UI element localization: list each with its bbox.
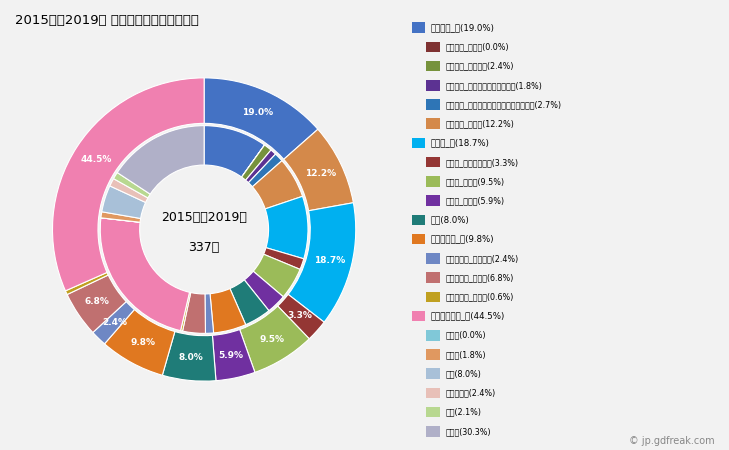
Text: 悪性腫瘍_気管がん・気管支がん・肺がん(2.7%): 悪性腫瘍_気管がん・気管支がん・肺がん(2.7%): [445, 100, 561, 109]
Wedge shape: [110, 179, 148, 202]
Wedge shape: [102, 186, 146, 219]
Wedge shape: [101, 212, 141, 222]
Wedge shape: [284, 129, 354, 211]
Wedge shape: [101, 218, 190, 331]
Text: 肝疾患(0.0%): 肝疾患(0.0%): [445, 331, 486, 340]
Wedge shape: [182, 292, 206, 333]
Wedge shape: [67, 275, 126, 333]
Text: 不慮の事故(2.4%): 不慮の事故(2.4%): [445, 388, 496, 397]
Text: 腎不全(1.8%): 腎不全(1.8%): [445, 350, 486, 359]
Text: 6.8%: 6.8%: [85, 297, 110, 306]
Text: 悪性腫瘍_計(19.0%): 悪性腫瘍_計(19.0%): [431, 23, 495, 32]
Wedge shape: [212, 329, 255, 381]
Text: 心疾患_その他(5.9%): 心疾患_その他(5.9%): [445, 196, 504, 205]
Wedge shape: [240, 306, 309, 372]
Text: 2015年～2019年 横瀬町の女性の死因構成: 2015年～2019年 横瀬町の女性の死因構成: [15, 14, 198, 27]
Wedge shape: [246, 150, 276, 183]
Text: © jp.gdfreak.com: © jp.gdfreak.com: [629, 436, 714, 446]
Wedge shape: [241, 145, 271, 180]
Wedge shape: [101, 218, 140, 222]
Text: 9.8%: 9.8%: [130, 338, 155, 347]
Wedge shape: [181, 292, 191, 331]
Wedge shape: [252, 161, 303, 209]
Text: 19.0%: 19.0%: [241, 108, 273, 117]
Wedge shape: [241, 145, 265, 177]
Text: 3.3%: 3.3%: [288, 311, 313, 320]
Text: 44.5%: 44.5%: [80, 155, 112, 164]
Wedge shape: [265, 196, 308, 259]
Text: 12.2%: 12.2%: [305, 169, 336, 178]
Wedge shape: [249, 154, 282, 187]
Wedge shape: [244, 271, 284, 310]
Text: 5.9%: 5.9%: [219, 351, 243, 360]
Text: 悪性腫瘍_大腸がん(2.4%): 悪性腫瘍_大腸がん(2.4%): [445, 62, 514, 71]
Wedge shape: [264, 248, 304, 270]
Wedge shape: [288, 202, 356, 322]
Wedge shape: [117, 126, 204, 194]
Wedge shape: [278, 294, 324, 339]
Text: 脳血管疾患_その他(0.6%): 脳血管疾患_その他(0.6%): [445, 292, 514, 302]
Wedge shape: [114, 172, 150, 198]
Wedge shape: [204, 78, 318, 159]
Text: 脳血管疾患_脳内出血(2.4%): 脳血管疾患_脳内出血(2.4%): [445, 254, 518, 263]
Text: 自殺(2.1%): 自殺(2.1%): [445, 408, 481, 417]
Text: 老衰(8.0%): 老衰(8.0%): [445, 369, 481, 378]
Wedge shape: [205, 294, 214, 333]
Text: 8.0%: 8.0%: [179, 353, 203, 362]
Text: 悪性腫瘍_胃がん(0.0%): 悪性腫瘍_胃がん(0.0%): [445, 42, 509, 51]
Wedge shape: [253, 254, 300, 297]
Text: 337人: 337人: [189, 241, 219, 254]
Wedge shape: [52, 78, 204, 291]
Text: 心疾患_計(18.7%): 心疾患_計(18.7%): [431, 139, 490, 148]
Wedge shape: [104, 310, 175, 375]
Wedge shape: [230, 280, 269, 325]
Text: 悪性腫瘍_肝がん・肝内胆管がん(1.8%): 悪性腫瘍_肝がん・肝内胆管がん(1.8%): [445, 81, 542, 90]
Text: 脳血管疾患_計(9.8%): 脳血管疾患_計(9.8%): [431, 234, 494, 243]
Wedge shape: [163, 332, 216, 381]
Text: 悪性腫瘍_その他(12.2%): 悪性腫瘍_その他(12.2%): [445, 119, 514, 128]
Wedge shape: [210, 288, 246, 333]
Text: その他(30.3%): その他(30.3%): [445, 427, 491, 436]
Wedge shape: [93, 302, 134, 344]
Text: 脳血管疾患_脳梗塞(6.8%): 脳血管疾患_脳梗塞(6.8%): [445, 273, 514, 282]
Text: 9.5%: 9.5%: [260, 335, 284, 344]
Wedge shape: [66, 272, 108, 295]
Text: 2015年～2019年: 2015年～2019年: [161, 211, 247, 224]
Text: 心疾患_心不全(9.5%): 心疾患_心不全(9.5%): [445, 177, 504, 186]
Text: 18.7%: 18.7%: [313, 256, 345, 265]
Text: 肺炎(8.0%): 肺炎(8.0%): [431, 216, 469, 225]
Text: その他の死因_計(44.5%): その他の死因_計(44.5%): [431, 311, 505, 320]
Text: 心疾患_急性心筋梗塞(3.3%): 心疾患_急性心筋梗塞(3.3%): [445, 158, 518, 166]
Text: 2.4%: 2.4%: [102, 318, 127, 327]
Wedge shape: [204, 126, 265, 177]
